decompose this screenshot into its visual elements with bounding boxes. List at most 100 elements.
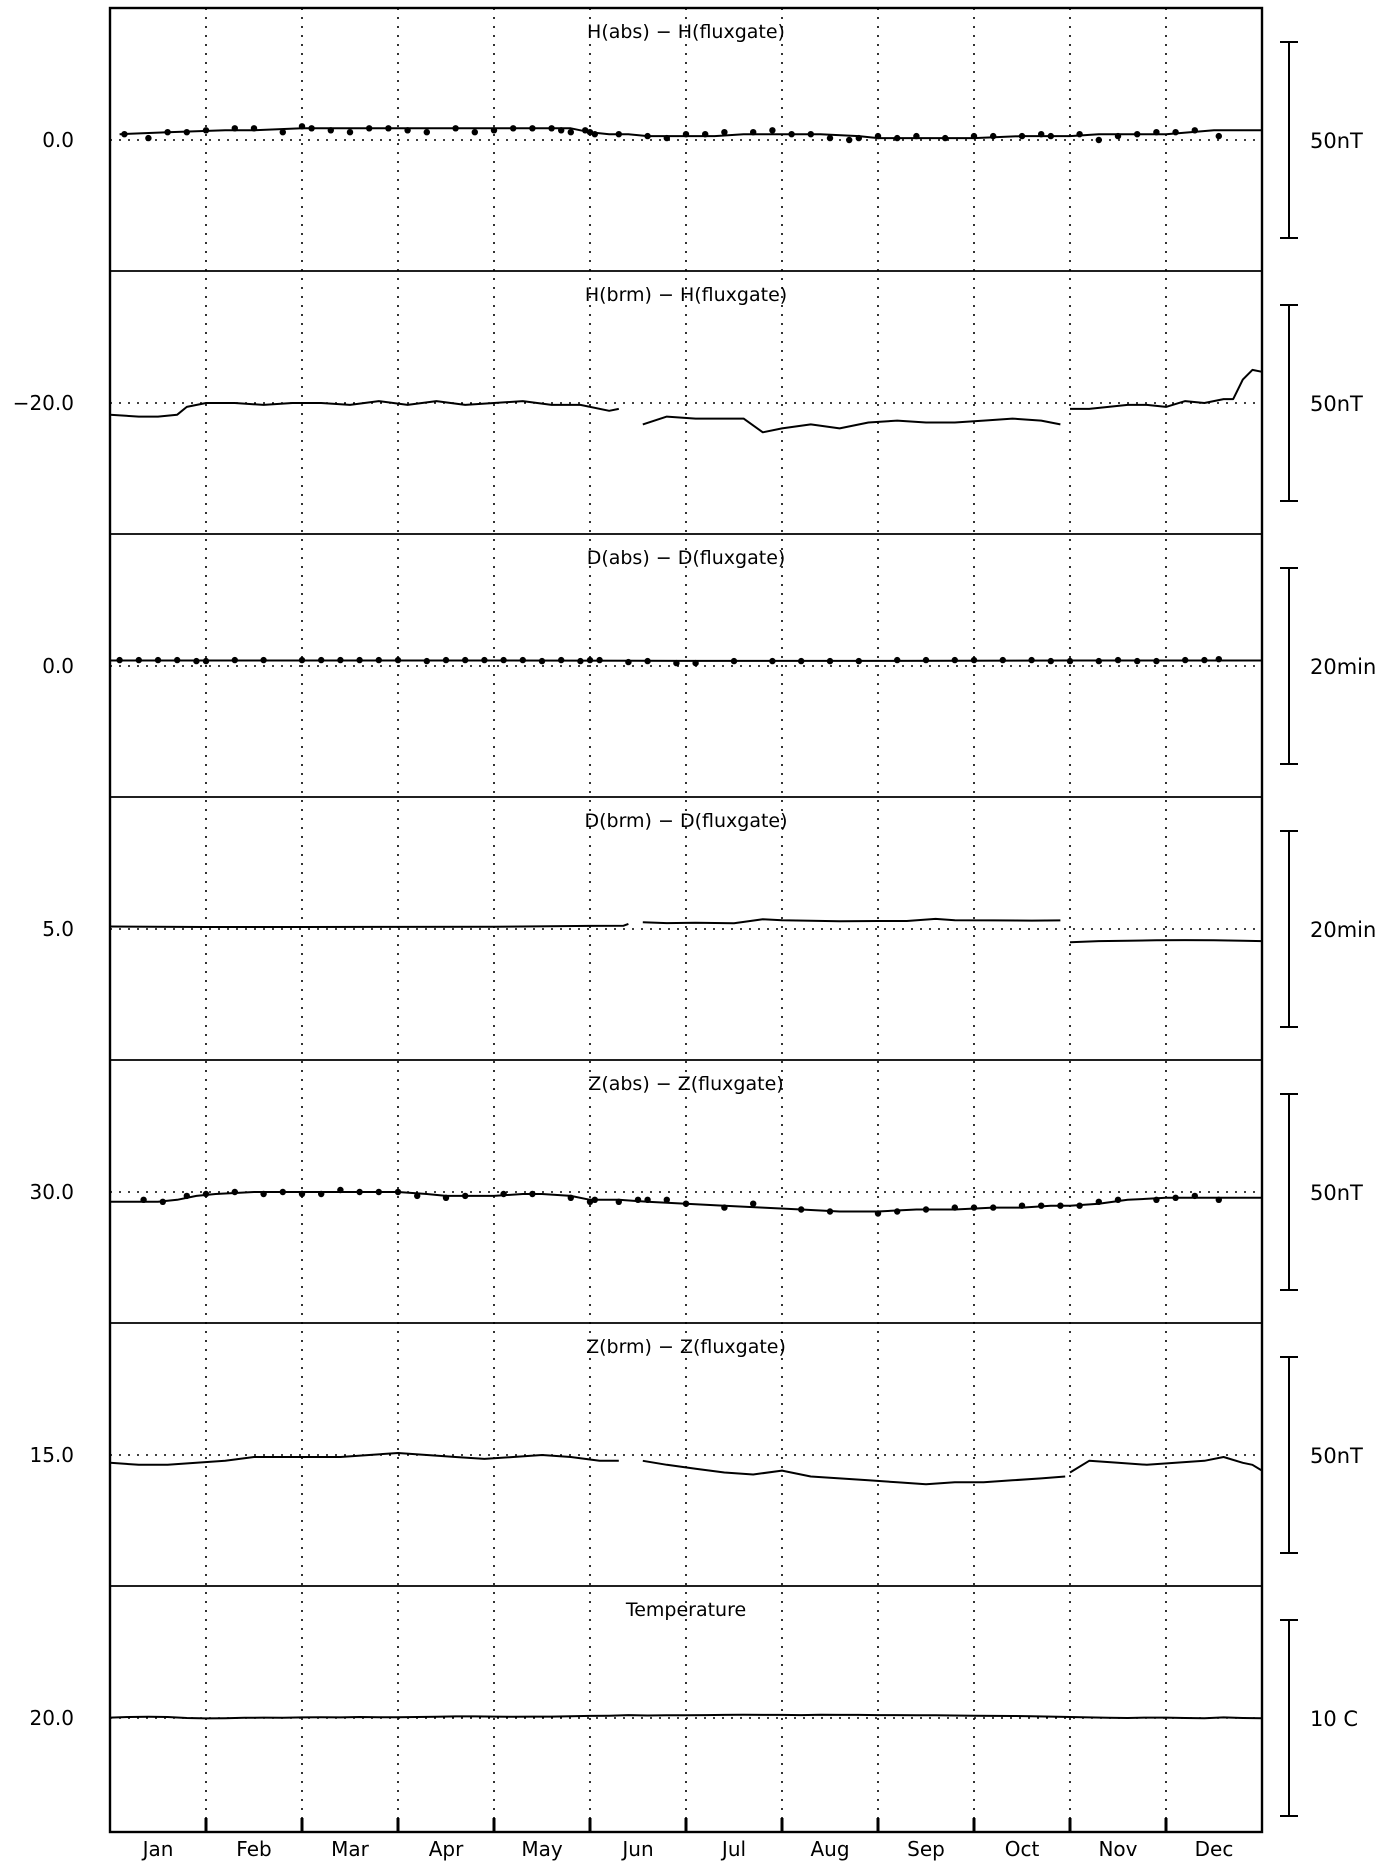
- series-line: [1069, 939, 1263, 944]
- data-point: [529, 125, 536, 132]
- month-tick-label: Jun: [620, 1837, 653, 1861]
- series-line: [1069, 1456, 1263, 1474]
- data-point: [116, 656, 123, 664]
- reference-value-label: 30.0: [29, 1180, 74, 1204]
- data-point: [586, 129, 594, 136]
- data-point: [529, 1190, 536, 1198]
- data-point: [874, 132, 882, 140]
- data-point: [1182, 656, 1189, 664]
- data-point: [586, 656, 594, 664]
- data-point: [970, 1204, 978, 1211]
- chart-panels: 0.0 H(abs) − H(fluxgate) 50nT −20.0 H(brm) −…: [13, 21, 1376, 1817]
- data-point: [1134, 657, 1141, 665]
- data-point: [385, 125, 392, 132]
- data-point: [394, 1188, 402, 1196]
- data-point: [231, 656, 238, 664]
- data-point: [121, 131, 128, 138]
- data-point: [788, 131, 795, 138]
- data-point: [442, 656, 450, 664]
- plot-border: [108, 6, 1264, 1834]
- data-point: [596, 656, 603, 664]
- data-point: [1153, 129, 1160, 136]
- data-point: [970, 132, 978, 140]
- month-tick-label: Sep: [907, 1837, 945, 1861]
- data-point: [1172, 1194, 1179, 1202]
- data-point: [913, 132, 920, 140]
- data-point: [999, 656, 1006, 664]
- data-point: [807, 131, 814, 138]
- data-point: [591, 1196, 598, 1204]
- data-point: [481, 656, 488, 664]
- data-point: [855, 657, 862, 665]
- data-point: [692, 659, 699, 667]
- scale-label: 50nT: [1310, 129, 1363, 153]
- data-point: [615, 131, 622, 138]
- month-tick-label: Aug: [810, 1837, 849, 1861]
- data-point: [346, 129, 354, 136]
- reference-value-label: 0.0: [42, 654, 74, 678]
- data-point: [1076, 131, 1083, 138]
- data-point: [548, 125, 555, 132]
- data-point: [721, 1204, 728, 1211]
- data-point: [538, 657, 546, 665]
- data-point: [500, 656, 507, 664]
- reference-value-label: 15.0: [29, 1443, 74, 1467]
- data-point: [202, 1190, 210, 1198]
- reference-value-label: 0.0: [42, 128, 74, 152]
- month-tick-label: Nov: [1098, 1837, 1137, 1861]
- data-point: [1018, 1202, 1026, 1209]
- scale-label: 50nT: [1310, 1181, 1363, 1205]
- data-point: [442, 1194, 450, 1202]
- data-point: [826, 1208, 834, 1215]
- data-point: [1047, 132, 1055, 140]
- data-point: [1215, 656, 1223, 663]
- data-point: [1018, 132, 1026, 140]
- x-axis: Jan Feb Mar Apr May Jun Jul Aug Sep Oct Nov Dec: [141, 1818, 1233, 1861]
- data-point: [826, 657, 834, 665]
- data-point: [721, 129, 728, 136]
- data-point: [673, 659, 680, 667]
- data-point: [682, 1200, 690, 1207]
- data-point: [462, 1192, 469, 1200]
- reference-value-label: 20.0: [29, 1706, 74, 1730]
- data-point: [894, 1208, 901, 1215]
- data-point: [490, 127, 498, 134]
- scale-label: 10 C: [1310, 1707, 1358, 1731]
- data-point: [586, 1198, 594, 1206]
- data-point: [135, 656, 142, 664]
- data-point: [174, 656, 181, 664]
- data-point: [1215, 1196, 1223, 1204]
- month-tick-label: Jul: [720, 1837, 746, 1861]
- month-tick-label: May: [521, 1837, 563, 1861]
- data-point: [183, 129, 190, 136]
- month-tick-label: Feb: [236, 1837, 271, 1861]
- data-point: [462, 656, 469, 664]
- series-line: [119, 127, 1262, 140]
- data-point: [183, 1192, 190, 1200]
- data-point: [846, 136, 853, 144]
- data-point: [1066, 657, 1074, 665]
- series-line: [109, 922, 629, 928]
- data-point: [1191, 1192, 1199, 1200]
- data-point: [1095, 1198, 1103, 1206]
- data-point: [375, 656, 382, 664]
- data-point: [922, 656, 930, 664]
- data-point: [644, 657, 651, 665]
- data-point: [1191, 127, 1199, 134]
- data-point: [1172, 129, 1179, 136]
- scale-label: 50nT: [1310, 1444, 1363, 1468]
- data-point: [1095, 657, 1103, 665]
- data-point: [1038, 131, 1045, 138]
- data-point: [1114, 656, 1122, 664]
- data-point: [577, 657, 584, 665]
- data-point: [231, 125, 238, 132]
- data-point: [423, 657, 430, 665]
- data-point: [298, 656, 306, 664]
- data-point: [394, 656, 402, 664]
- data-point: [798, 657, 805, 665]
- data-point: [154, 656, 162, 664]
- data-point: [356, 1188, 363, 1196]
- data-point: [1076, 1202, 1083, 1209]
